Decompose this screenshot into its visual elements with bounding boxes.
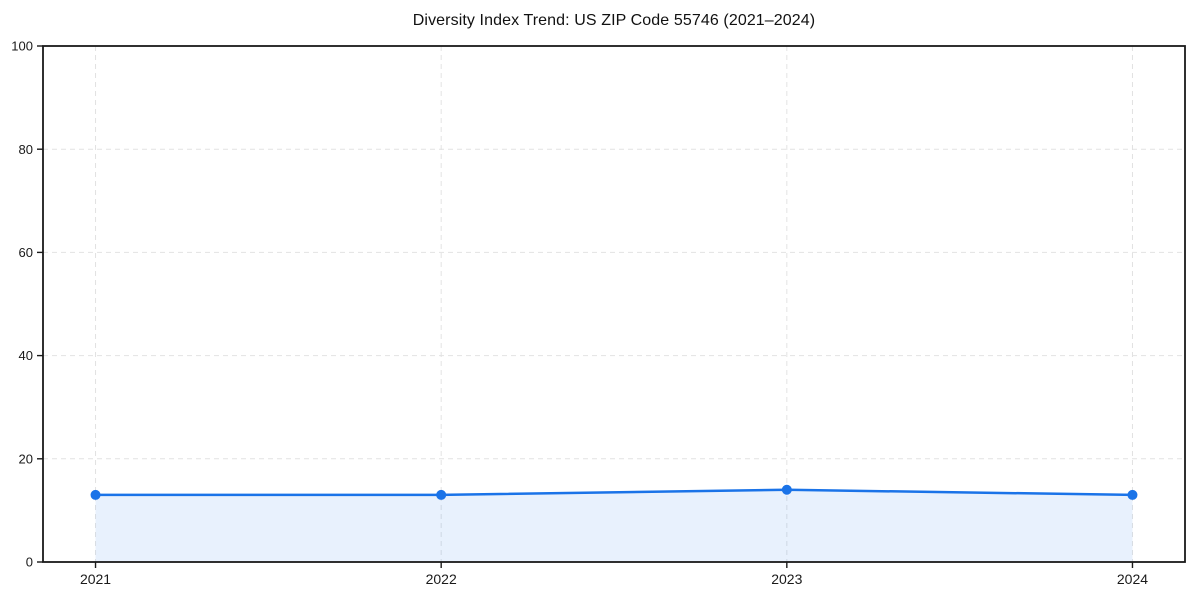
y-tick-label: 80 — [19, 142, 33, 157]
y-tick-label: 60 — [19, 245, 33, 260]
data-point-2022 — [436, 489, 447, 500]
y-axis: 0 20 40 60 80 100 — [11, 39, 43, 570]
y-tick-label: 40 — [19, 348, 33, 363]
data-point-2024 — [1127, 489, 1138, 500]
gridlines — [43, 46, 1185, 562]
y-tick-label: 0 — [26, 555, 33, 570]
plot-border — [42, 45, 1186, 563]
x-tick-label: 2022 — [426, 571, 457, 587]
y-tick-label: 100 — [11, 39, 33, 54]
chart-title: Diversity Index Trend: US ZIP Code 55746… — [412, 12, 816, 29]
y-tick-label: 20 — [19, 451, 33, 466]
data-points — [90, 484, 1138, 500]
x-tick-label: 2021 — [80, 571, 111, 587]
trend-line — [94, 488, 1134, 497]
x-tick-label: 2023 — [771, 571, 802, 587]
data-point-2021 — [90, 489, 101, 500]
area-fill — [95, 489, 1133, 562]
x-tick-label: 2024 — [1117, 571, 1148, 587]
data-point-2023 — [781, 484, 792, 495]
x-axis: 2021 2022 2023 2024 — [80, 562, 1148, 587]
